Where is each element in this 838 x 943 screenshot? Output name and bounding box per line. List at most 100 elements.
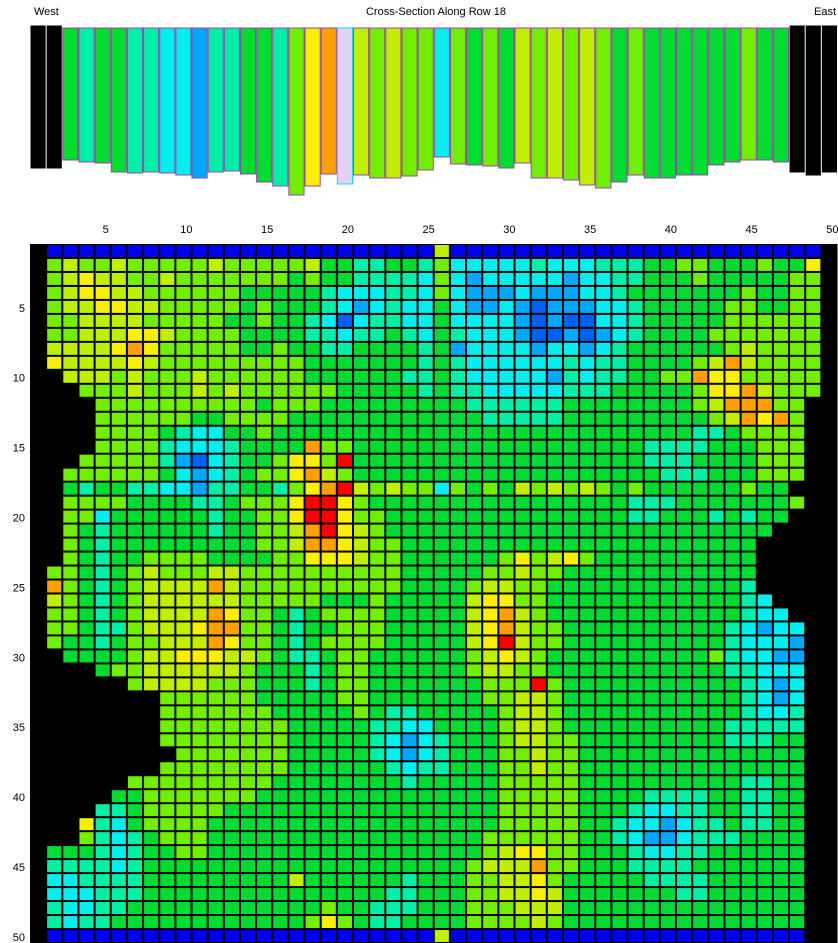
- grid-cell: [740, 803, 757, 818]
- grid-cell: [256, 621, 273, 636]
- grid-cell: [756, 397, 773, 412]
- grid-cell: [498, 761, 515, 776]
- grid-cell: [772, 607, 790, 622]
- grid-cell: [579, 327, 596, 342]
- grid-cell: [46, 299, 63, 314]
- section-bar: [595, 27, 612, 189]
- grid-cell: [643, 705, 660, 720]
- grid-cell: [498, 257, 515, 272]
- grid-cell: [498, 397, 515, 412]
- grid-cell: [336, 579, 354, 594]
- grid-cell: [579, 663, 596, 678]
- grid-cell: [175, 495, 192, 510]
- grid-cell: [756, 369, 773, 384]
- grid-cell: [207, 775, 224, 790]
- grid-cell: [336, 439, 354, 454]
- grid-cell: [530, 257, 547, 272]
- grid-cell: [676, 355, 693, 370]
- grid-cell: [659, 831, 676, 846]
- grid-cell: [466, 677, 483, 692]
- grid-cell: [272, 369, 289, 384]
- grid-cell: [627, 397, 644, 412]
- grid-cell: [369, 803, 386, 818]
- section-bar: [46, 25, 62, 169]
- grid-cell: [546, 705, 563, 720]
- grid-cell: [143, 649, 160, 664]
- grid-cell: [595, 244, 612, 258]
- grid-cell: [320, 439, 337, 454]
- grid-cell: [207, 719, 224, 734]
- grid-cell: [579, 299, 596, 314]
- grid-cell: [595, 481, 612, 496]
- grid-cell: [772, 915, 790, 930]
- grid-cell: [724, 397, 741, 412]
- grid-cell: [449, 887, 467, 902]
- grid-cell: [272, 341, 289, 356]
- grid-cell: [417, 244, 434, 258]
- grid-cell: [207, 803, 224, 818]
- grid-cell: [708, 313, 725, 328]
- grid-cell: [288, 705, 305, 720]
- grid-cell: [724, 425, 741, 440]
- grid-cell: [353, 425, 370, 440]
- grid-cell: [46, 901, 63, 916]
- grid-cell: [175, 789, 192, 804]
- grid-cell: [724, 649, 741, 664]
- grid-cell: [304, 649, 321, 664]
- grid-cell: [772, 635, 790, 650]
- grid-cell: [223, 565, 240, 580]
- grid-cell: [466, 663, 483, 678]
- grid-cell: [643, 565, 660, 580]
- grid-cell: [498, 705, 515, 720]
- grid-cell: [433, 775, 450, 790]
- grid-cell: [433, 509, 450, 524]
- grid-cell: [562, 761, 580, 776]
- grid-cell: [740, 509, 757, 524]
- grid-cell: [288, 453, 305, 468]
- grid-cell: [223, 775, 240, 790]
- grid-cell: [369, 327, 386, 342]
- grid-cell: [143, 579, 160, 594]
- grid-cell: [643, 313, 660, 328]
- grid-cell: [724, 271, 741, 286]
- grid-cell: [46, 915, 63, 930]
- grid-cell: [692, 873, 709, 888]
- grid-cell: [514, 257, 531, 272]
- grid-cell: [643, 551, 660, 566]
- grid-cell: [126, 803, 144, 818]
- grid-cell: [353, 607, 370, 622]
- grid-cell: [159, 845, 176, 860]
- grid-cell: [272, 467, 289, 482]
- grid-cell: [692, 244, 709, 258]
- grid-cell: [514, 635, 531, 650]
- grid-cell: [659, 411, 676, 426]
- grid-cell: [756, 453, 773, 468]
- grid-cell: [708, 887, 725, 902]
- grid-cell: [659, 733, 676, 748]
- grid-cell: [562, 313, 580, 328]
- grid-cell: [159, 677, 176, 692]
- grid-cell: [159, 817, 176, 832]
- grid-cell: [676, 859, 693, 874]
- grid-cell: [207, 747, 224, 762]
- grid-cell: [595, 789, 612, 804]
- grid-cell: [143, 453, 160, 468]
- grid-cell: [756, 593, 773, 608]
- grid-cell: [78, 831, 95, 846]
- grid-cell: [353, 313, 370, 328]
- grid-cell: [449, 383, 467, 398]
- grid-cell: [159, 495, 176, 510]
- grid-cell: [256, 285, 273, 300]
- grid-cell: [676, 621, 693, 636]
- grid-cell: [724, 453, 741, 468]
- grid-cell: [643, 887, 660, 902]
- grid-cell: [692, 327, 709, 342]
- grid-cell: [805, 285, 822, 300]
- grid-cell: [466, 244, 483, 258]
- grid-cell: [789, 761, 806, 776]
- grid-cell: [353, 341, 370, 356]
- grid-cell: [772, 355, 790, 370]
- grid-cell: [191, 789, 208, 804]
- grid-cell: [676, 285, 693, 300]
- grid-cell: [643, 607, 660, 622]
